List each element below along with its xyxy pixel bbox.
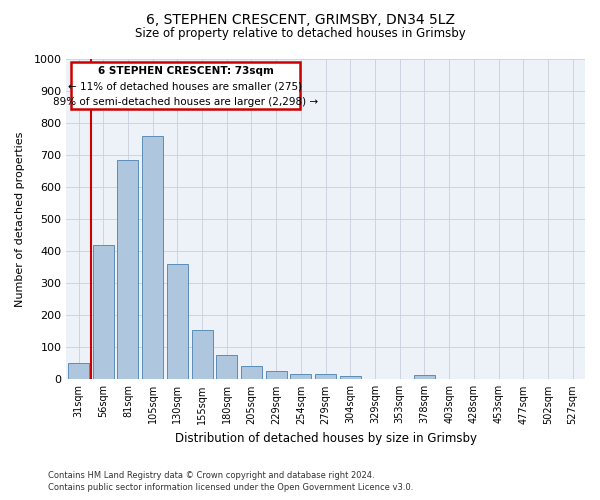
X-axis label: Distribution of detached houses by size in Grimsby: Distribution of detached houses by size … <box>175 432 476 445</box>
Text: Contains HM Land Registry data © Crown copyright and database right 2024.: Contains HM Land Registry data © Crown c… <box>48 471 374 480</box>
Text: 6 STEPHEN CRESCENT: 73sqm: 6 STEPHEN CRESCENT: 73sqm <box>98 66 274 76</box>
Text: 89% of semi-detached houses are larger (2,298) →: 89% of semi-detached houses are larger (… <box>53 97 318 107</box>
Text: Size of property relative to detached houses in Grimsby: Size of property relative to detached ho… <box>134 28 466 40</box>
Bar <box>142 136 163 380</box>
Bar <box>68 364 89 380</box>
Bar <box>414 376 435 380</box>
Text: 6, STEPHEN CRESCENT, GRIMSBY, DN34 5LZ: 6, STEPHEN CRESCENT, GRIMSBY, DN34 5LZ <box>146 12 455 26</box>
Y-axis label: Number of detached properties: Number of detached properties <box>15 132 25 307</box>
Bar <box>266 372 287 380</box>
Bar <box>118 160 139 380</box>
Bar <box>191 330 212 380</box>
FancyBboxPatch shape <box>71 62 299 108</box>
Bar <box>93 245 114 380</box>
Bar <box>167 264 188 380</box>
Bar <box>290 374 311 380</box>
Bar <box>241 366 262 380</box>
Bar <box>340 376 361 380</box>
Text: ← 11% of detached houses are smaller (275): ← 11% of detached houses are smaller (27… <box>68 82 302 92</box>
Bar <box>216 356 237 380</box>
Bar <box>315 374 336 380</box>
Text: Contains public sector information licensed under the Open Government Licence v3: Contains public sector information licen… <box>48 484 413 492</box>
